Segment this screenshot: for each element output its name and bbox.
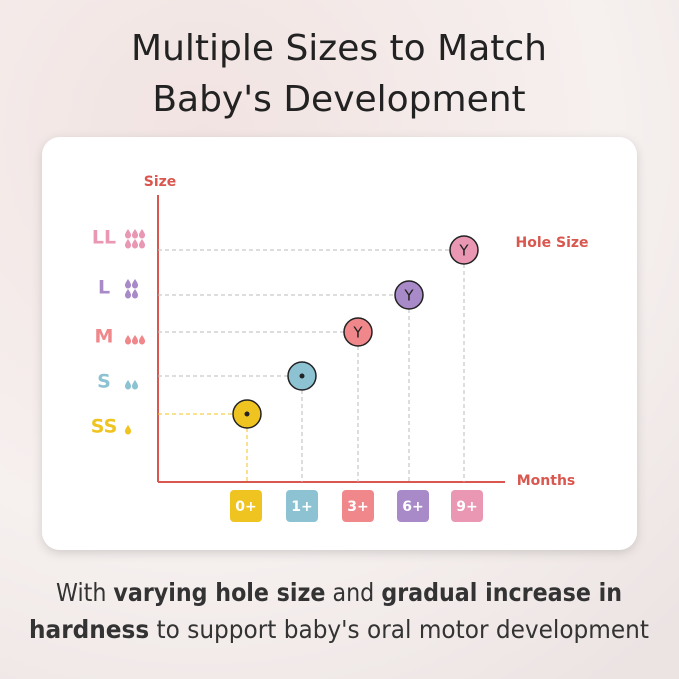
hole-mark: Y [458,242,469,260]
month-label: 6+ [402,499,423,515]
size-label: SS [91,416,118,438]
drop-icon [131,380,139,390]
x-axis-label: Months [517,473,576,489]
caption-segment: hardness [29,615,149,644]
hole-label: Hole Size [515,235,588,251]
drop-icon [124,289,132,299]
drop-icon [124,279,132,289]
y-axis-label: Size [144,174,177,190]
month-label: 9+ [456,499,477,515]
drop-icon [138,229,146,239]
month-label: 0+ [235,499,256,515]
drop-icon [131,279,139,289]
caption-segment: gradual increase in [381,578,622,607]
caption-line: With varying hole size and gradual incre… [56,578,622,607]
drop-icon [138,239,146,249]
size-label: M [95,326,114,348]
caption-segment: to support baby's oral motor development [149,615,649,644]
size-label: LL [92,227,116,249]
drop-icon [131,289,139,299]
drop-icon [131,239,139,249]
hole-mark: Y [352,324,363,342]
month-label: 3+ [347,499,368,515]
hole-mark: Y [403,287,414,305]
size-point [394,280,424,310]
size-label: L [98,277,110,299]
caption-line: hardness to support baby's oral motor de… [29,615,649,644]
month-box [342,490,374,522]
caption-segment: and [325,578,381,607]
size-label: S [97,371,111,393]
drop-icon [124,229,132,239]
drop-icon [124,335,132,345]
size-point [449,235,479,265]
card [42,137,637,550]
month-box [286,490,318,522]
drop-icon [131,229,139,239]
caption-segment: With [56,578,113,607]
title-line: Baby's Development [152,79,525,120]
month-box [230,490,262,522]
caption-segment: varying hole size [113,578,325,607]
title-line: Multiple Sizes to Match [131,28,547,69]
drop-icon [124,239,132,249]
drop-icon [131,335,139,345]
drop-icon [124,425,132,435]
size-point [343,317,373,347]
month-box [397,490,429,522]
drop-icon [124,380,132,390]
hole-dot [244,411,250,417]
hole-dot [299,373,305,379]
drop-icon [138,335,146,345]
month-label: 1+ [291,499,312,515]
month-box [451,490,483,522]
